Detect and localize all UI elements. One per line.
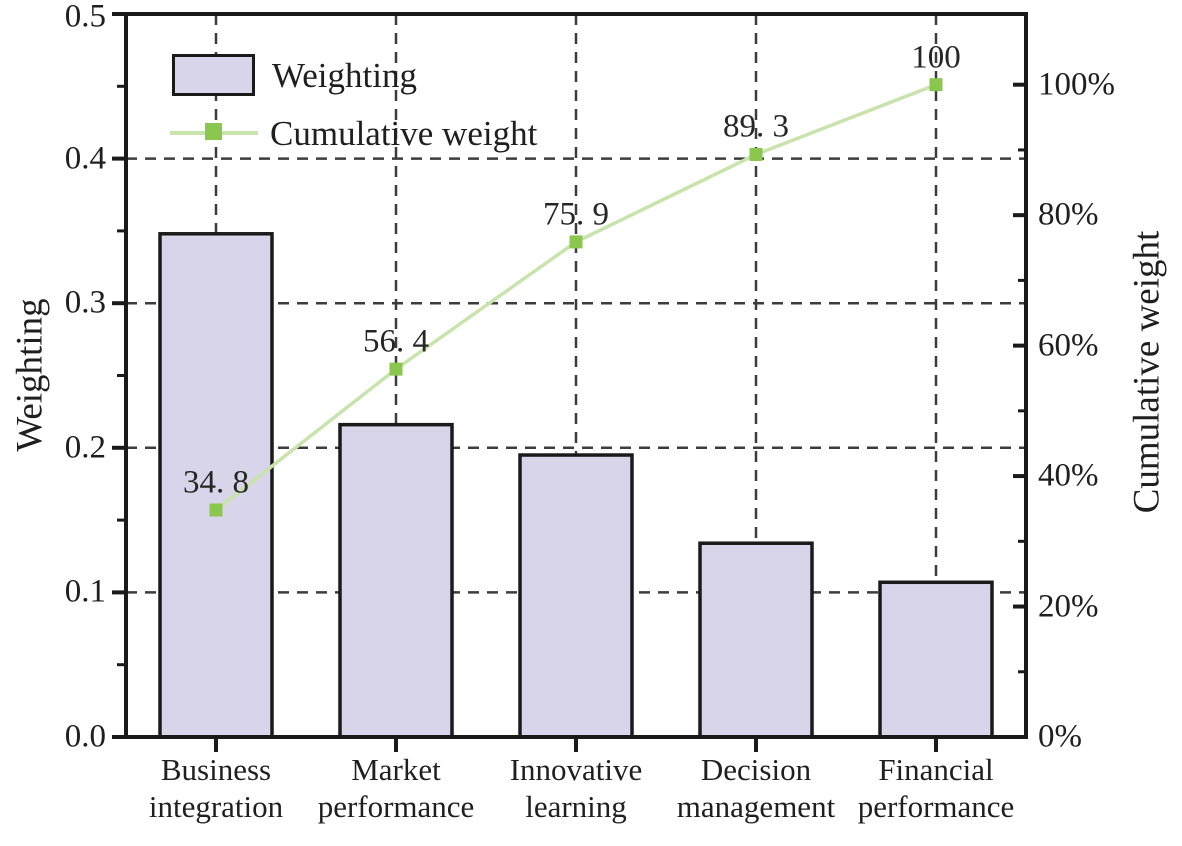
right-axis-tick-label: 20%	[1038, 588, 1099, 625]
weighting-bar	[338, 422, 454, 739]
right-axis-tick-label: 100%	[1038, 66, 1115, 103]
category-label: Market performance	[317, 752, 475, 824]
weighting-bar	[158, 232, 274, 739]
legend-square-marker-icon	[205, 123, 222, 140]
left-axis-tick-label: 0.0	[64, 718, 106, 755]
left-axis-tick-label: 0.4	[64, 140, 106, 177]
cumulative-point-label: 56. 4	[363, 323, 429, 360]
left-axis-tick-label: 0.2	[64, 429, 106, 466]
left-axis-tick-label: 0.5	[64, 0, 106, 35]
left-axis-title: Weighting	[9, 298, 51, 452]
line-square-marker-icon	[929, 78, 943, 92]
right-axis-tick-label: 40%	[1038, 457, 1099, 494]
line-square-marker-icon	[209, 503, 223, 517]
weighting-bar	[878, 580, 994, 739]
category-label: Business integration	[148, 752, 284, 824]
cumulative-point-label: 100	[911, 39, 961, 76]
legend-item-cumulative-weight: Cumulative weight	[270, 114, 538, 153]
category-label: Decision management	[676, 752, 836, 824]
line-square-marker-icon	[569, 235, 583, 249]
cumulative-point-label: 34. 8	[183, 464, 249, 501]
cumulative-point-label: 75. 9	[543, 196, 609, 233]
line-square-marker-icon	[389, 362, 403, 376]
legend-bar-swatch-icon	[172, 54, 255, 96]
right-axis-tick-label: 0%	[1038, 718, 1082, 755]
legend-item-weighting: Weighting	[272, 56, 417, 95]
right-axis-title: Cumulative weight	[1126, 230, 1168, 514]
weighting-bar	[698, 541, 814, 739]
weighting-bar	[518, 453, 634, 739]
left-axis-tick-label: 0.3	[64, 284, 106, 321]
category-label: Innovative learning	[509, 752, 643, 824]
left-axis-tick-label: 0.1	[64, 573, 106, 610]
category-label: Financial performance	[857, 752, 1015, 824]
right-axis-tick-label: 60%	[1038, 327, 1099, 364]
cumulative-point-label: 89. 3	[723, 108, 789, 145]
right-axis-tick-label: 80%	[1038, 196, 1099, 233]
line-square-marker-icon	[749, 147, 763, 161]
